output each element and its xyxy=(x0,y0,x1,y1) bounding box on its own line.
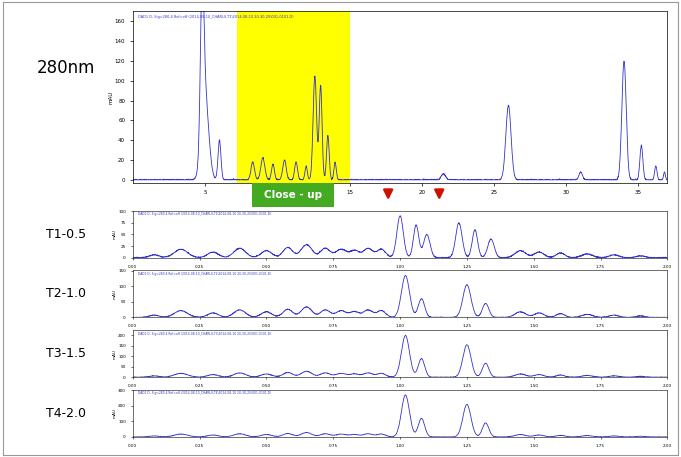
Text: Close - up: Close - up xyxy=(264,190,322,200)
Text: DAD1 D, Sig=280,4 Ref=off (2014-08-10_CHARLS-T4\2014-08-10 20-30-25\001-0101.D): DAD1 D, Sig=280,4 Ref=off (2014-08-10_CH… xyxy=(138,391,271,395)
Bar xyxy=(237,11,349,183)
Text: DAD1 D, Sig=280,4 Ref=off (2014-08-10_CHARLS-T3\2014-08-10 20-30-25\001-0101.D): DAD1 D, Sig=280,4 Ref=off (2014-08-10_CH… xyxy=(138,332,271,335)
Text: T2-1.0: T2-1.0 xyxy=(46,287,86,300)
Y-axis label: mAU: mAU xyxy=(108,90,113,104)
Y-axis label: mAU: mAU xyxy=(113,229,116,239)
Text: T1-0.5: T1-0.5 xyxy=(46,228,86,241)
Text: T4-2.0: T4-2.0 xyxy=(46,407,86,420)
Text: 280nm: 280nm xyxy=(37,59,95,77)
Text: DAD1 D, Sig=280,4 Ref=off (2014-08-10_CHARLS-T1\2014-08-10 20-30-25\001-0101.D): DAD1 D, Sig=280,4 Ref=off (2014-08-10_CH… xyxy=(138,15,294,19)
Text: DAD1 D, Sig=280,4 Ref=off (2014-08-10_CHARLS-T1\2014-08-10 20-30-25\001-0101.D): DAD1 D, Sig=280,4 Ref=off (2014-08-10_CH… xyxy=(138,212,271,216)
Y-axis label: mAU: mAU xyxy=(112,349,116,359)
Text: DAD1 D, Sig=280,4 Ref=off (2014-08-10_CHARLS-T2\2014-08-10 20-30-25\001-0101.D): DAD1 D, Sig=280,4 Ref=off (2014-08-10_CH… xyxy=(138,272,271,276)
Text: T3-1.5: T3-1.5 xyxy=(46,347,86,360)
Y-axis label: mAU: mAU xyxy=(112,409,116,419)
Y-axis label: mAU: mAU xyxy=(113,289,116,299)
